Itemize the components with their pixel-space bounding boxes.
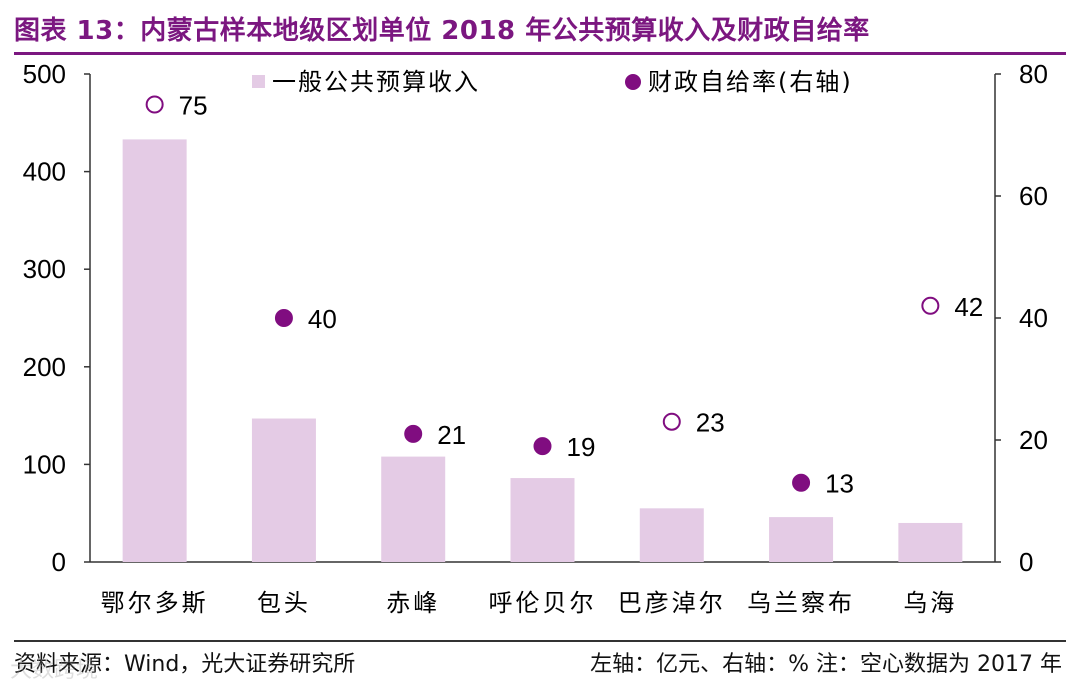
bar [639, 508, 704, 562]
right-tick-label: 20 [1019, 425, 1048, 455]
left-tick-label: 500 [23, 59, 66, 89]
watermark: 大数跨境 [10, 658, 99, 683]
hollow-dot [145, 95, 164, 114]
filled-dot [533, 437, 552, 456]
bar [898, 522, 963, 562]
dot-value-label: 23 [696, 408, 725, 438]
source-note: 资料来源：Wind，光大证券研究所 [14, 652, 356, 677]
left-tick-label: 200 [23, 352, 66, 382]
category-label: 呼伦贝尔 [489, 589, 597, 617]
category-label: 鄂尔多斯 [101, 589, 209, 617]
axes: 0 100 200 300 400 500 0 20 40 60 80 鄂尔多斯 包头 赤峰 呼伦贝尔 巴彦淖… [23, 59, 1048, 617]
dot-value-label: 40 [308, 304, 337, 334]
right-tick-label: 0 [1019, 547, 1033, 577]
bars [122, 139, 963, 562]
filled-dot [792, 473, 811, 492]
left-tick-label: 300 [23, 254, 66, 284]
legend-dot-label: 财政自给率(右轴) [648, 68, 853, 96]
dots: 75 40 21 19 23 13 42 [145, 91, 983, 499]
title-rule [14, 52, 1066, 55]
right-tick-label: 40 [1019, 303, 1048, 333]
left-tick-label: 0 [52, 547, 66, 577]
bar [381, 456, 446, 562]
footer-rule [14, 640, 1066, 642]
category-label: 赤峰 [386, 589, 440, 617]
legend-dot-swatch [625, 74, 641, 90]
left-tick-label: 100 [23, 449, 66, 479]
right-tick-label: 60 [1019, 181, 1048, 211]
category-label: 乌兰察布 [747, 589, 855, 617]
hollow-dot [662, 412, 681, 431]
dot-value-label: 42 [954, 292, 983, 322]
category-label: 乌海 [903, 589, 957, 617]
bar [510, 478, 575, 562]
chart-title: 图表 13：内蒙古样本地级区划单位 2018 年公共预算收入及财政自给率 [14, 16, 870, 46]
filled-dot [404, 424, 423, 443]
dot-value-label: 19 [567, 432, 596, 462]
bar [251, 418, 316, 562]
bar [769, 517, 834, 562]
legend: 一般公共预算收入 财政自给率(右轴) [252, 68, 853, 96]
chart: 0 100 200 300 400 500 0 20 40 60 80 鄂尔多斯 包头 赤峰 呼伦贝尔 巴彦淖… [23, 59, 1048, 617]
legend-bar-label: 一般公共预算收入 [272, 68, 480, 96]
dot-value-label: 21 [437, 420, 466, 450]
legend-bar-swatch [252, 75, 265, 88]
category-label: 巴彦淖尔 [618, 589, 726, 617]
filled-dot [274, 309, 293, 327]
bar [122, 139, 187, 562]
dot-value-label: 75 [179, 91, 208, 121]
hollow-dot [921, 296, 940, 315]
dot-value-label: 13 [825, 469, 854, 499]
category-label: 包头 [257, 589, 311, 617]
left-tick-label: 400 [23, 157, 66, 187]
axis-note: 左轴：亿元、右轴：% 注：空心数据为 2017 年 [590, 652, 1062, 677]
right-tick-label: 80 [1019, 59, 1048, 89]
